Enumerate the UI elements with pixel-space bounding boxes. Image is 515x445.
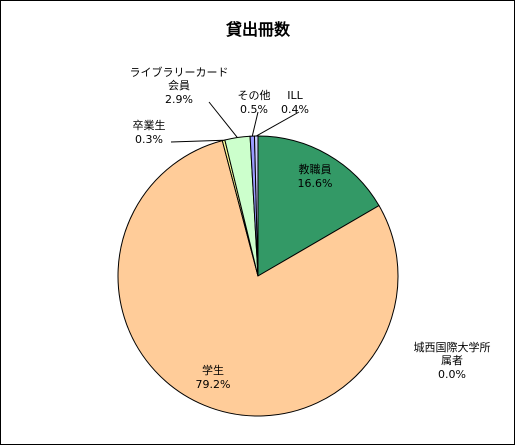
leader-line-5: [251, 111, 259, 137]
slice-name-line: 学生: [202, 363, 224, 377]
slice-label-6: ILL 0.4%: [281, 89, 309, 116]
slice-label-0: 教職員 16.6%: [298, 163, 333, 190]
slice-labels: 教職員 16.6% 城西国際大学所属者 0.0% 学生 79.2% 卒業生 0.3% ライブラリ…: [130, 65, 491, 391]
slice-value-label: 0.5%: [240, 103, 268, 116]
leader-line-3: [170, 139, 224, 143]
leader-lines: [170, 101, 300, 143]
slice-value-label: 0.4%: [281, 103, 309, 116]
slice-name-line: ライブラリーカード: [130, 65, 229, 79]
slice-value-label: 2.9%: [165, 93, 193, 106]
slice-name-line: 属者: [441, 354, 463, 367]
slice-name-line: 会員: [168, 79, 190, 92]
slice-value-label: 79.2%: [196, 378, 231, 391]
slice-name-line: ILL: [287, 89, 303, 102]
slice-label-4: ライブラリーカード会員 2.9%: [130, 65, 229, 106]
slice-label-2: 学生 79.2%: [196, 363, 231, 391]
slice-label-1: 城西国際大学所属者 0.0%: [414, 340, 491, 381]
slice-name-line: 教職員: [299, 163, 332, 176]
slice-name-line: 卒業生: [133, 118, 166, 132]
slice-name-line: その他: [238, 89, 271, 102]
slice-name-line: 城西国際大学所: [414, 340, 491, 354]
slice-value-label: 16.6%: [298, 177, 333, 190]
pie-slice-0: [257, 135, 380, 277]
slice-label-3: 卒業生 0.3%: [133, 118, 166, 146]
leader-line-6: [255, 111, 300, 137]
slice-label-5: その他 0.5%: [238, 89, 271, 116]
pie-slice-2: [117, 140, 399, 417]
pie-slices: [117, 135, 399, 417]
slice-value-label: 0.0%: [438, 368, 466, 381]
leader-line-4: [208, 101, 238, 138]
slice-value-label: 0.3%: [135, 133, 163, 146]
chart-title: 貸出冊数: [225, 20, 291, 39]
